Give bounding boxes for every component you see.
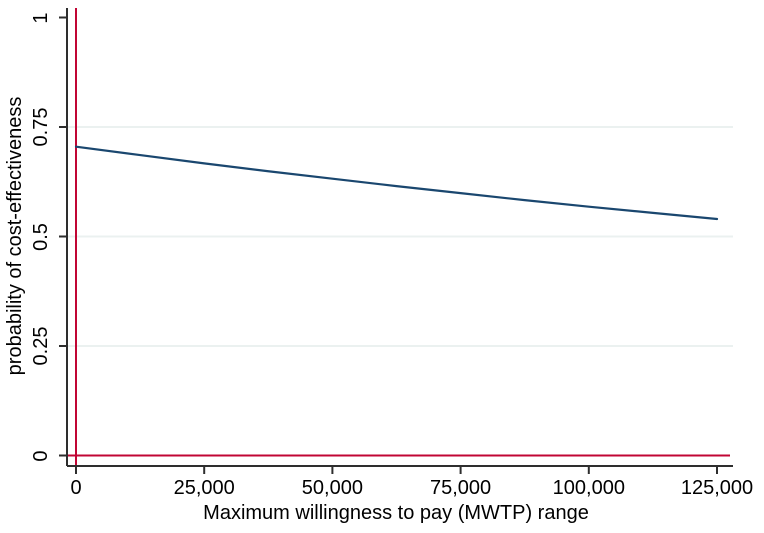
y-tick-label: 0.25 bbox=[30, 326, 52, 366]
y-tick-label: 0.75 bbox=[30, 107, 52, 147]
x-tick-label: 100,000 bbox=[552, 477, 625, 499]
y-tick-label: 0.5 bbox=[30, 222, 52, 251]
y-axis-title: probability of cost-effectiveness bbox=[4, 96, 26, 376]
x-axis-title: Maximum willingness to pay (MWTP) range bbox=[203, 502, 589, 524]
x-tick-label: 50,000 bbox=[301, 477, 363, 499]
y-tick-label: 0 bbox=[30, 449, 52, 462]
x-tick-label: 125,000 bbox=[680, 477, 754, 499]
ceac-curve bbox=[74, 145, 719, 221]
x-tick-label: 25,000 bbox=[173, 477, 235, 499]
x-tick-label: 0 bbox=[70, 477, 82, 499]
x-tick-label: 75,000 bbox=[430, 477, 492, 499]
y-tick-label: 1 bbox=[30, 11, 52, 24]
